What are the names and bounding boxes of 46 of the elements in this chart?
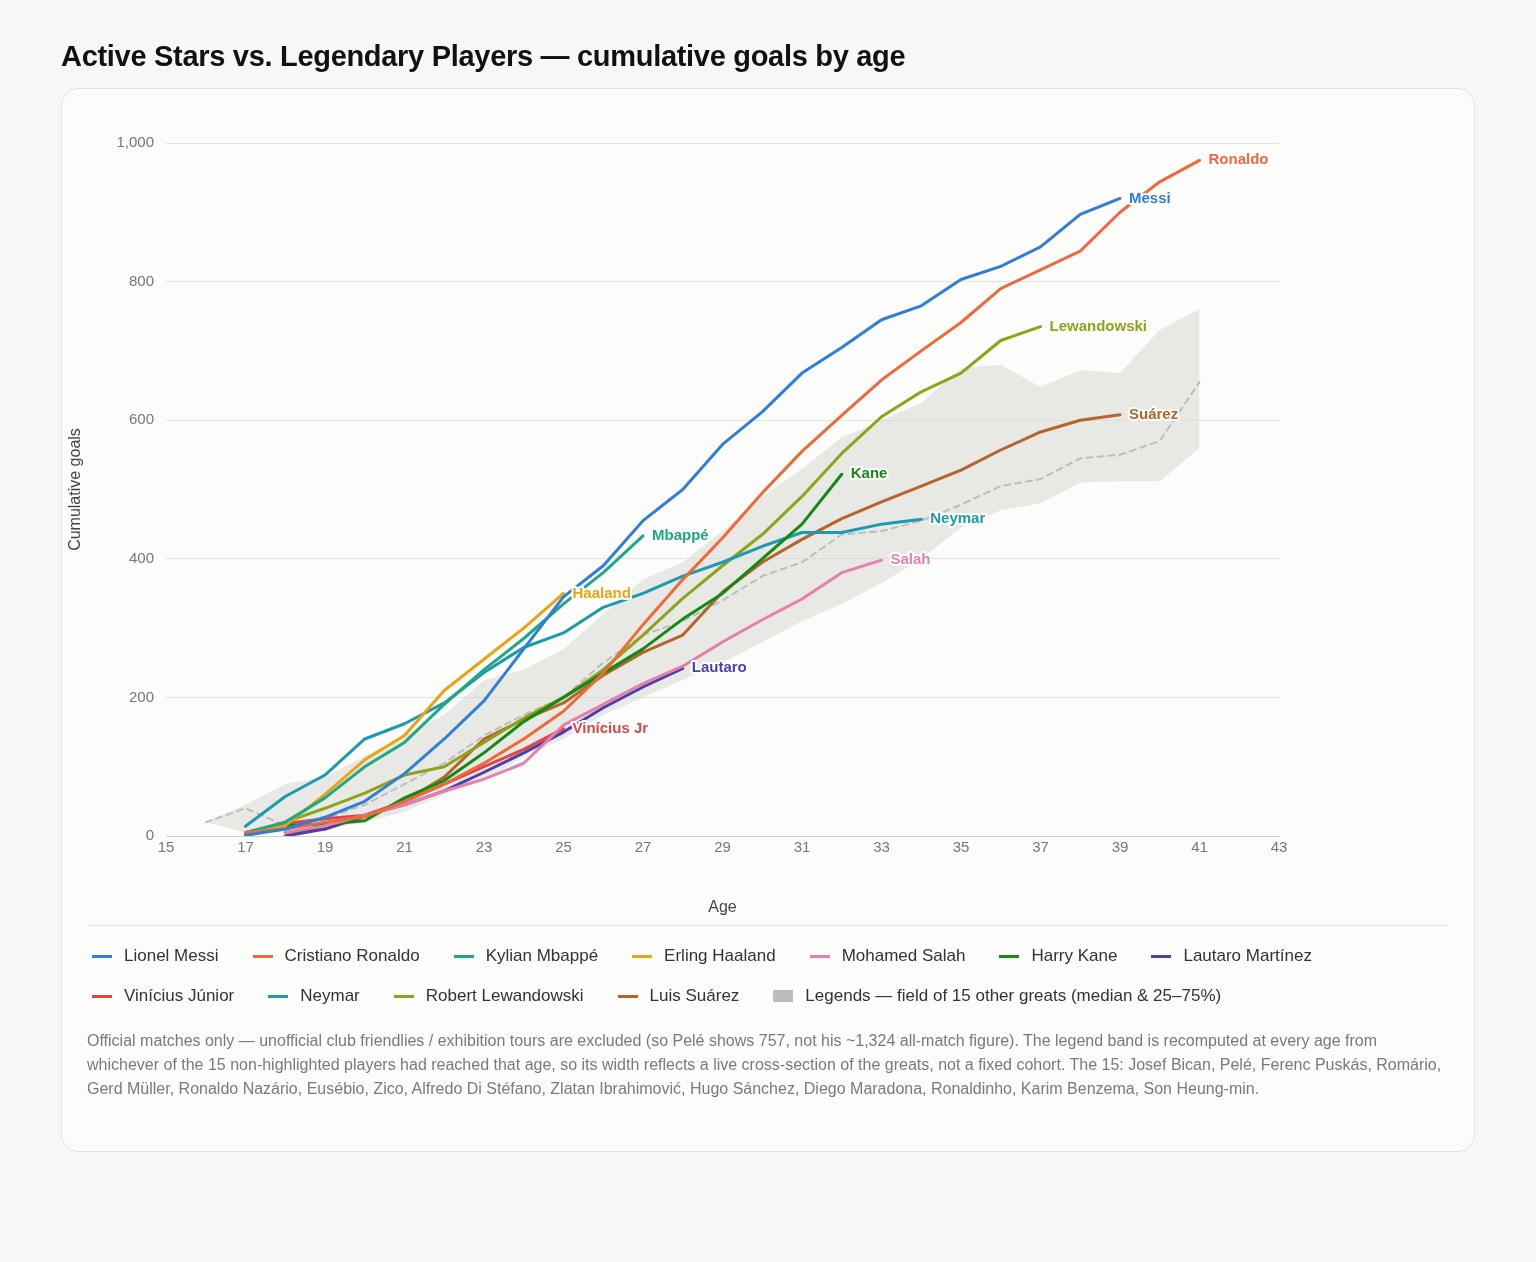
text: Official matches only — unofficial club friendlies / exhibition tours are excluded (so Pelé shows 757, not his ~1,324 all-match figure). The legend band is recomputed at every age from whichever of the 15 non-highlighted players had reached that age, so its width reflects a live cross-section of the greats, not a fixed cohort. The 15: Josef Bican, Pelé, Ferenc Puskás, Romário, Gerd Müller, Ronaldo Nazário, Eusébio, Zico, Alfredo Di Stéfano, Zlatan Ibrahimović, Hugo Sánchez, Diego Maradona, Ronaldinho, Karim Benzema, Son Heung-min. [87,1031,1443,1099]
annotation: Ronaldo [1208,150,1269,168]
y-tick-label: 0 [145,826,154,844]
x-tick-label: 31 [793,838,811,856]
legend-label: Mohamed Salah [841,946,966,966]
chart-title: Active Stars vs. Legendary Players — cumulative goals by age [61,40,906,73]
annotation: Vinícius Jr [572,718,649,736]
legend-label: Lionel Messi [124,946,219,966]
annotation: Neymar [930,509,986,527]
annotation: Mbappé [652,526,709,544]
legend-label: Neymar [300,986,360,1006]
y-tick-label: 800 [128,271,154,289]
y-axis-title: Cumulative goals [66,428,84,551]
x-tick-label: 33 [873,838,890,856]
x-tick-label: 41 [1191,838,1208,856]
y-tick-label: 1,000 [116,133,154,151]
x-axis-title: Age [708,897,737,915]
annotation: Lautaro [691,658,747,676]
annotation: Suárez [1129,404,1179,422]
x-tick-label: 21 [396,838,413,856]
x-tick-label: 43 [1270,838,1288,856]
legend-label: Kylian Mbappé [485,946,599,966]
x-tick-label: 35 [952,838,970,856]
y-tick-label: 600 [128,410,154,428]
x-tick-label: 23 [475,838,493,856]
x-tick-label: 19 [316,838,334,856]
x-tick-label: 27 [634,838,652,856]
x-tick-label: 29 [714,838,731,856]
x-tick-label: 25 [555,838,572,856]
legend-label: Vinícius Júnior [124,986,235,1006]
legend-label: Erling Haaland [664,946,776,966]
y-tick-label: 200 [128,687,154,705]
legend-label: Cristiano Ronaldo [284,946,420,966]
y-tick-label: 400 [128,548,154,566]
legend-label: Legends — field of 15 other greats (median & 25–75%) [805,986,1222,1006]
x-tick-label: 37 [1032,838,1049,856]
x-tick-label: 15 [157,838,175,856]
x-tick-label: 39 [1111,838,1129,856]
legend-label: Robert Lewandowski [425,986,584,1006]
legend-label: Luis Suárez [649,986,740,1006]
annotation: Kane [850,464,888,482]
annotation: Salah [890,550,931,568]
legend-label: Lautaro Martínez [1183,946,1312,966]
x-tick-label: 17 [237,838,254,856]
annotation: Lewandowski [1049,316,1148,334]
legend-label: Harry Kane [1031,946,1118,966]
